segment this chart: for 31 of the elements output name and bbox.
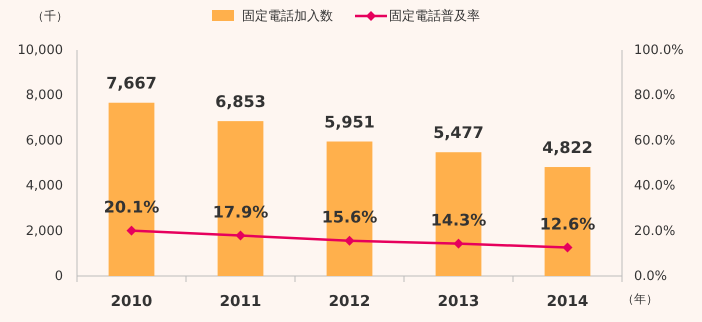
x-tick-label: 2013 bbox=[438, 292, 480, 310]
legend-label: 固定電話普及率 bbox=[389, 8, 480, 24]
data-label: 5,477 bbox=[433, 123, 484, 142]
x-tick-label: 2011 bbox=[220, 292, 262, 310]
y2-tick-label: 80.0% bbox=[634, 88, 676, 104]
y2-tick-label: 100.0% bbox=[634, 43, 684, 58]
x-axis-title: （年） bbox=[622, 292, 658, 306]
y2-tick-label: 40.0% bbox=[634, 178, 676, 194]
data-label: 6,853 bbox=[215, 92, 266, 112]
data-label: 7,667 bbox=[106, 74, 157, 93]
point bbox=[236, 230, 246, 241]
y-axis-title: （千） bbox=[32, 9, 68, 23]
point bbox=[126, 226, 136, 236]
point bbox=[562, 242, 572, 253]
x-tick-label: 2010 bbox=[110, 292, 152, 310]
y2-tick-label: 60.0% bbox=[634, 133, 676, 148]
y-tick-label: 0 bbox=[54, 269, 63, 284]
y-tick-label: 6,000 bbox=[26, 133, 63, 148]
y2-tick-label: 20.0% bbox=[634, 224, 676, 239]
point bbox=[344, 236, 354, 246]
x-tick-label: 2012 bbox=[328, 292, 370, 310]
y-tick-label: 2,000 bbox=[26, 224, 63, 239]
y-tick-label: 8,000 bbox=[26, 88, 63, 104]
data-label: 5,951 bbox=[324, 112, 375, 132]
point bbox=[454, 238, 464, 249]
y-tick-label: 10,000 bbox=[18, 43, 63, 58]
y-tick-label: 4,000 bbox=[26, 178, 63, 194]
x-tick-label: 2014 bbox=[546, 292, 588, 310]
data-label: 4,822 bbox=[542, 138, 593, 158]
y2-tick-label: 0.0% bbox=[634, 269, 668, 284]
legend-label: 固定電話加入数 bbox=[242, 9, 333, 24]
